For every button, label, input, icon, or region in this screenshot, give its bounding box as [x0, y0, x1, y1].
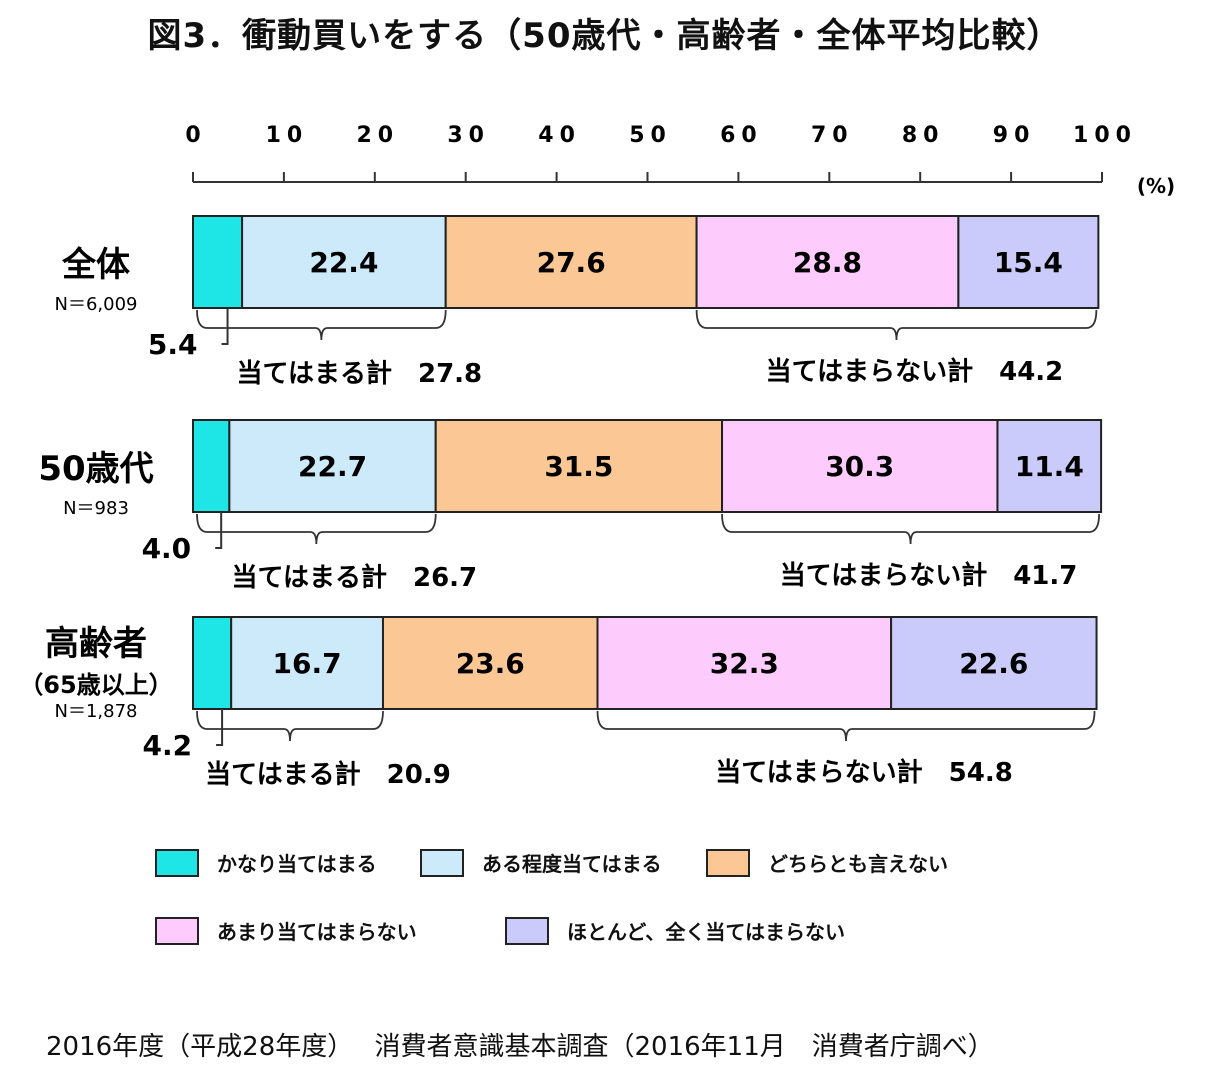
leader-line — [216, 709, 224, 746]
group-sample-size: N＝983 — [63, 498, 129, 519]
first-segment-value-label: 5.4 — [148, 328, 198, 361]
leader-line — [215, 512, 223, 549]
bar-segment — [230, 616, 384, 710]
x-tick-label: 90 — [993, 123, 1036, 148]
x-tick-label: 10 — [266, 123, 309, 148]
group-label: 高齢者 — [45, 624, 147, 664]
disagree-bracket — [721, 513, 1100, 545]
disagree-total-label: 当てはまらない計 41.7 — [780, 560, 1078, 591]
x-tick-label: 0 — [185, 123, 206, 148]
x-tick-label: 70 — [811, 123, 854, 148]
disagree-total-label: 当てはまらない計 54.8 — [715, 757, 1013, 788]
bar-value-label: 22.7 — [298, 450, 367, 483]
bar-value-label: 23.6 — [456, 647, 525, 680]
bar-value-label: 28.8 — [793, 246, 862, 279]
first-segment-value-label: 4.0 — [142, 532, 192, 565]
bar-segment — [241, 215, 447, 309]
disagree-bracket — [695, 309, 1098, 341]
bar-segment — [996, 419, 1103, 513]
bar-value-label: 15.4 — [994, 246, 1063, 279]
group-sample-size: N＝6,009 — [55, 294, 138, 315]
bar-value-label: 32.3 — [710, 647, 779, 680]
agree-bracket — [196, 513, 437, 545]
agree-total-label: 当てはまる計 26.7 — [232, 562, 478, 593]
x-tick-label: 30 — [447, 123, 490, 148]
group-label: 50歳代 — [38, 449, 153, 489]
disagree-bracket — [596, 710, 1096, 742]
bar-segment — [381, 616, 599, 710]
bar-value-label: 31.5 — [544, 450, 613, 483]
axis-unit-label: (%) — [1137, 174, 1175, 198]
bar-value-label: 11.4 — [1015, 450, 1084, 483]
x-tick-label: 100 — [1073, 123, 1137, 148]
bar-segment — [434, 419, 724, 513]
bar-segment — [192, 215, 244, 309]
bar-value-label: 30.3 — [825, 450, 894, 483]
x-tick-label: 40 — [538, 123, 581, 148]
bar-value-label: 16.7 — [273, 647, 342, 680]
agree-total-label: 当てはまる計 27.8 — [237, 358, 483, 389]
bar-segment — [596, 616, 893, 710]
bar-segment — [228, 419, 437, 513]
disagree-total-label: 当てはまらない計 44.2 — [766, 356, 1064, 387]
bar-segment — [695, 215, 960, 309]
x-tick-label: 50 — [629, 123, 672, 148]
bar-segment — [957, 215, 1100, 309]
bar-value-label: 22.4 — [309, 246, 378, 279]
bar-segment — [890, 616, 1098, 710]
group-sample-size: N＝1,878 — [55, 701, 138, 722]
bar-value-label: 27.6 — [537, 246, 606, 279]
agree-bracket — [196, 710, 384, 742]
group-label: 全体 — [61, 245, 130, 285]
source-note: 2016年度（平成28年度） 消費者意識基本調査（2016年11月 消費者庁調べ… — [46, 1032, 994, 1062]
x-tick-label: 80 — [902, 123, 945, 148]
leader-line — [221, 308, 229, 345]
bar-segment — [192, 616, 233, 710]
group-sublabel: （65歳以上） — [19, 671, 172, 699]
chart-title: 図3．衝動買いをする（50歳代・高齢者・全体平均比較） — [147, 16, 1062, 56]
agree-bracket — [196, 309, 447, 341]
first-segment-value-label: 4.2 — [142, 729, 192, 762]
x-tick-label: 60 — [720, 123, 763, 148]
bar-value-label: 22.6 — [959, 647, 1028, 680]
bar-segment — [192, 419, 231, 513]
agree-total-label: 当てはまる計 20.9 — [205, 759, 451, 790]
x-tick-label: 20 — [356, 123, 399, 148]
bar-segment — [721, 419, 999, 513]
